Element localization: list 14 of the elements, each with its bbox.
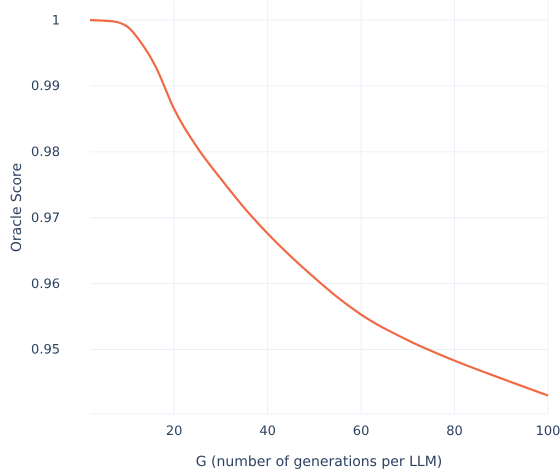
line-series bbox=[88, 19, 550, 397]
y-tick-label: 0.98 bbox=[31, 145, 60, 160]
x-tick-label: 60 bbox=[352, 424, 370, 440]
y-axis-title: Oracle Score bbox=[9, 162, 25, 252]
y-tick-label: 0.96 bbox=[31, 276, 60, 292]
x-tick-label: 20 bbox=[166, 424, 182, 440]
y-tick-label: 0.97 bbox=[31, 210, 60, 226]
x-axis-title: G (number of generations per LLM) bbox=[196, 454, 442, 470]
x-tick-label: 80 bbox=[446, 424, 463, 440]
y-tick-label: 0.99 bbox=[31, 79, 60, 94]
x-tick-label: 100 bbox=[536, 424, 560, 440]
x-tick-label: 40 bbox=[259, 424, 276, 440]
y-tick-label: 1 bbox=[52, 13, 60, 28]
y-tick-label: 0.95 bbox=[31, 342, 60, 358]
